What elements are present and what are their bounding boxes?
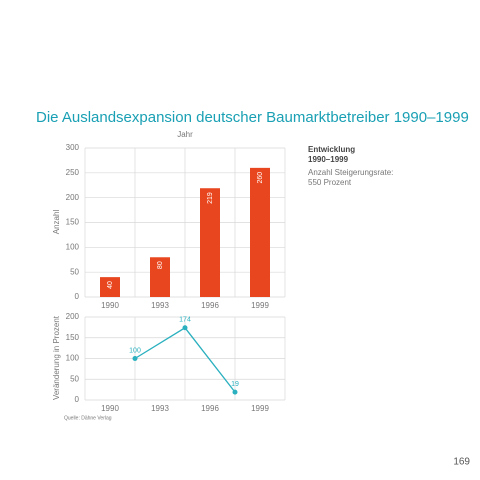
- note-text: 550 Prozent: [308, 178, 352, 187]
- value-label: 219: [207, 192, 214, 204]
- y-tick-label: 300: [66, 143, 80, 152]
- y-axis-label: Anzahl: [52, 210, 61, 235]
- y-tick-label: 100: [66, 354, 80, 363]
- x-tick-label: 1996: [201, 301, 219, 310]
- y-tick-label: 50: [70, 374, 79, 383]
- value-label: 40: [107, 281, 114, 289]
- point: [232, 389, 238, 395]
- y-tick-label: 150: [66, 218, 80, 227]
- source: Quelle: Dähne Verlag: [64, 415, 112, 421]
- x-tick-label: 1990: [101, 404, 119, 413]
- x-tick-label: 1993: [151, 301, 169, 310]
- y-tick-label: 0: [75, 395, 80, 404]
- x-tick-label: 1999: [251, 301, 269, 310]
- bar: [100, 277, 120, 297]
- value-label: 19: [231, 381, 239, 388]
- x-tick-label: 1996: [201, 404, 219, 413]
- y-tick-label: 0: [75, 292, 80, 301]
- y-tick-label: 50: [70, 267, 79, 276]
- y-tick-label: 100: [66, 242, 80, 251]
- x-tick-label: 1993: [151, 404, 169, 413]
- page-title: Die Auslandsexpansion deutscher Baumarkt…: [36, 109, 469, 126]
- point: [132, 356, 138, 361]
- x-tick-label: 1999: [251, 404, 269, 413]
- value-label: 80: [157, 261, 164, 269]
- y-axis-label: Veränderung in Prozent: [52, 315, 61, 400]
- note-heading: 1990–1999: [308, 155, 349, 164]
- value-label: 100: [129, 347, 141, 354]
- note-heading: Entwicklung: [308, 145, 355, 154]
- y-tick-label: 150: [66, 333, 80, 342]
- value-label: 260: [257, 172, 264, 184]
- x-tick-label: 1990: [101, 301, 119, 310]
- bar: [200, 188, 220, 297]
- note-text: Anzahl Steigerungsrate:: [308, 168, 393, 177]
- y-tick-label: 200: [66, 312, 80, 321]
- bar: [150, 257, 170, 297]
- point: [182, 325, 188, 331]
- y-tick-label: 250: [66, 168, 80, 177]
- x-axis-label: Jahr: [177, 130, 193, 139]
- page-number: 169: [453, 457, 470, 468]
- value-label: 174: [179, 317, 191, 324]
- y-tick-label: 200: [66, 193, 80, 202]
- bar: [250, 167, 270, 297]
